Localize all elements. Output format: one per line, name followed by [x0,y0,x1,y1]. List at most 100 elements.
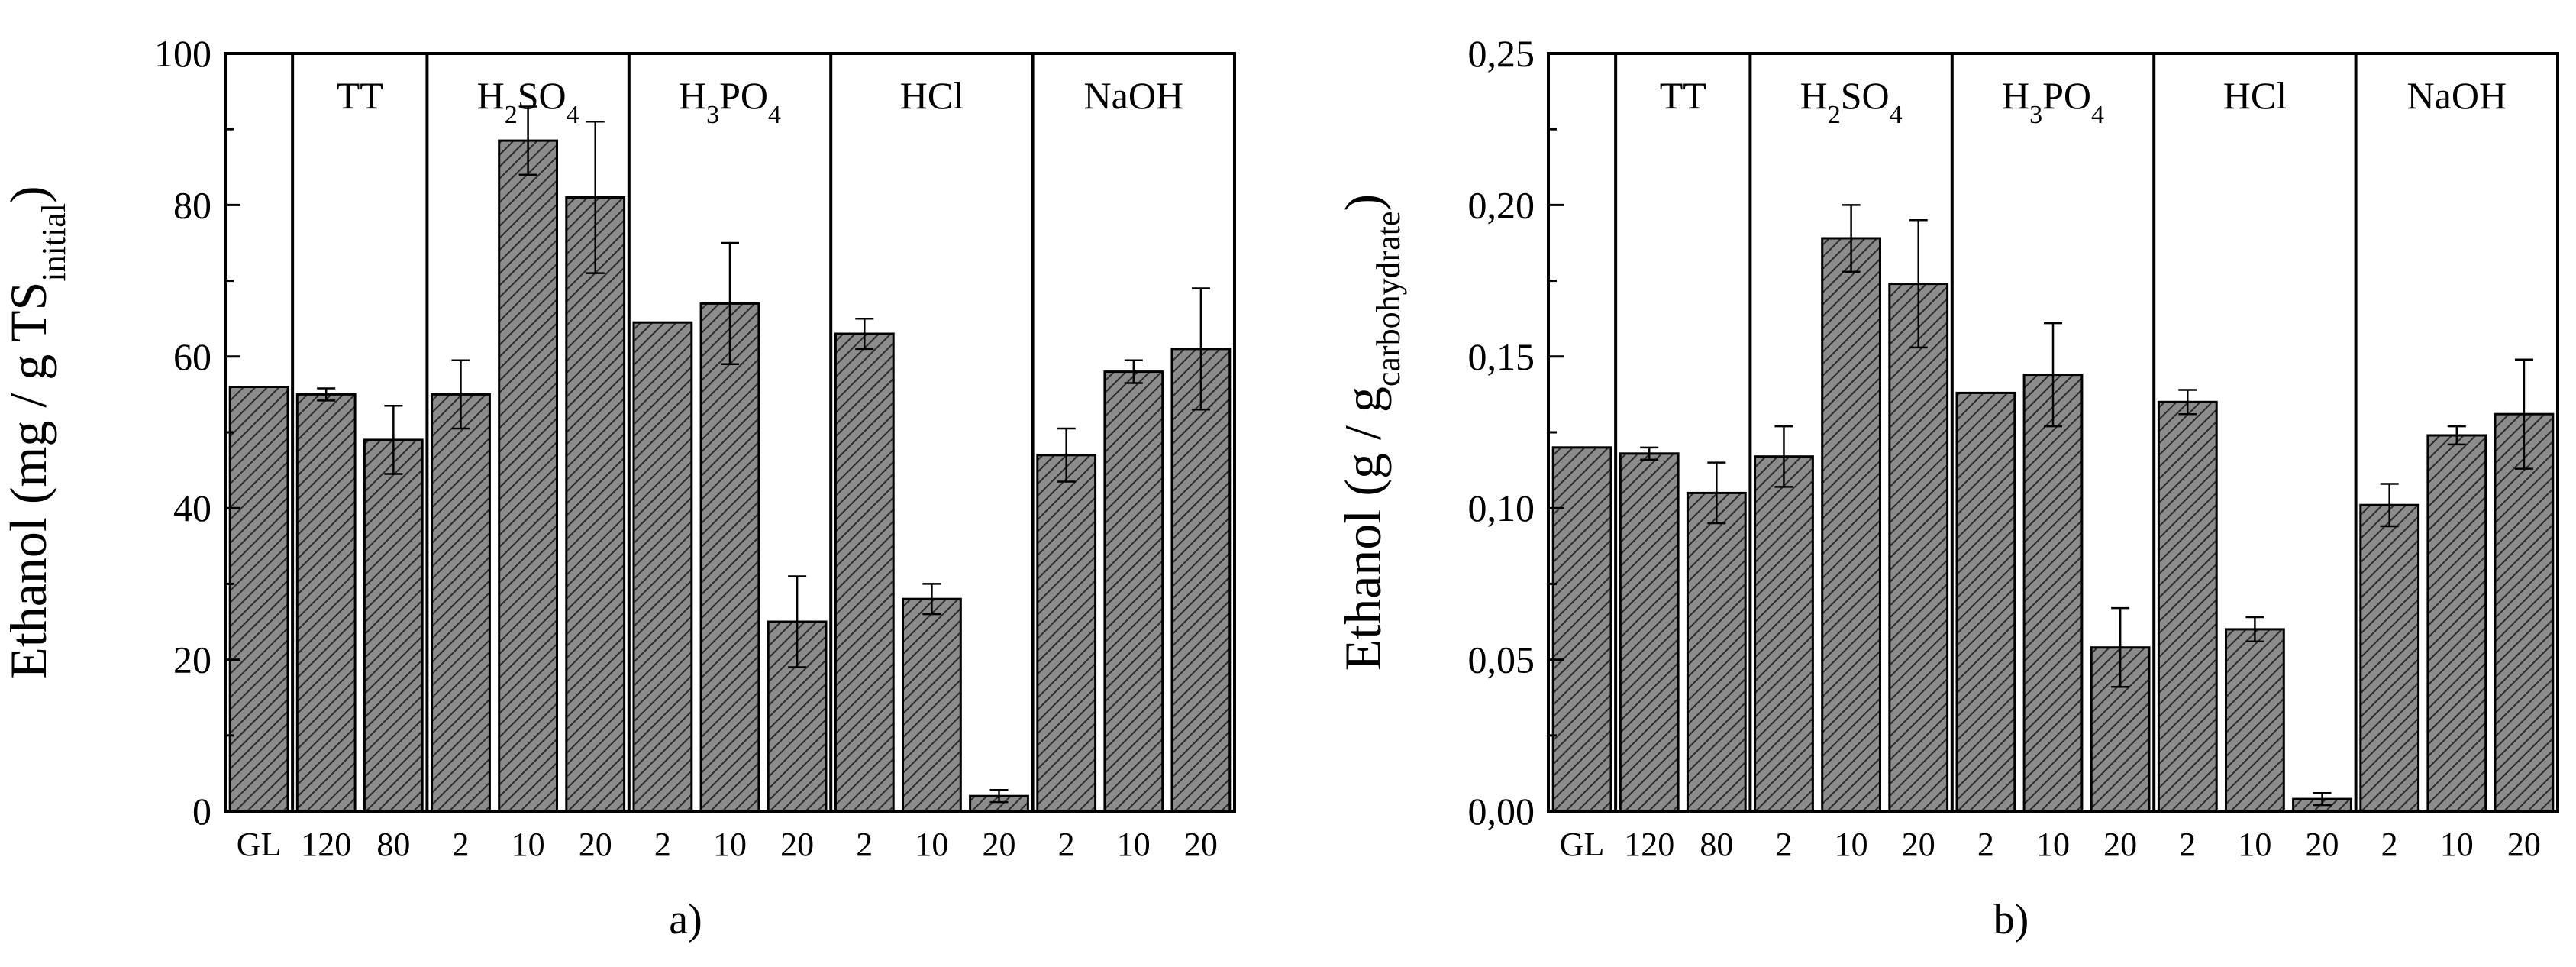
error-bar-2 [1640,446,1659,461]
error-bar-9 [788,575,807,668]
x-tick-label: 10 [915,826,948,863]
chart-a: TT H2SO4 H3PO4 HCl NaOH 0 20 40 60 80 100 GL 120 80 2 1… [0,32,1236,943]
error-bar-10 [2178,389,2197,416]
bar-1 [1551,446,1612,813]
group-label-h3po4: H3PO4 [2002,74,2104,129]
panel-label: b) [1993,896,2029,943]
x-tick-label: 10 [1117,826,1151,863]
error-bar-12 [989,788,1009,804]
error-bar-6 [586,121,605,274]
group-label-hcl: HCl [2223,74,2287,117]
bar-1 [228,386,289,813]
x-tick-label: 2 [452,826,469,863]
error-bar-13 [2380,483,2399,528]
group-label-naoh: NaOH [2407,74,2507,117]
x-tick-label: 20 [1902,826,1935,863]
bar-6 [565,196,626,813]
y-tick-label: 0,20 [1468,183,1535,226]
error-bar-12 [2313,791,2332,807]
x-tick-label: 20 [579,826,612,863]
x-tick-label: GL [1560,826,1605,863]
x-tick-label: GL [237,826,282,863]
x-tick-label: 10 [713,826,747,863]
x-tick-label: 80 [1700,826,1733,863]
bar-11 [2225,628,2285,813]
group-label-tt: TT [337,74,383,117]
x-tick-label: 10 [512,826,545,863]
error-bar-11 [2245,616,2264,643]
group-label-tt: TT [1660,74,1706,117]
group-label-naoh: NaOH [1084,74,1184,117]
x-tick-label: 2 [1775,826,1792,863]
error-bar-14 [1124,359,1143,384]
error-bar-8 [721,241,739,365]
x-tick-label: 20 [2507,826,2541,863]
error-bar-5 [1842,204,1861,273]
error-bar-15 [2514,358,2533,470]
bar-13 [2359,503,2420,813]
error-bar-10 [855,317,874,351]
x-tick-label: 20 [1184,826,1218,863]
error-bar-4 [451,359,470,430]
chart-b: TT H2SO4 H3PO4 HCl NaOH 0,00 0,05 0,10 0,15 0,20 0… [1334,32,2559,943]
y-tick-label: 0 [192,790,211,833]
group-label-h3po4: H3PO4 [679,74,781,129]
error-bar-2 [317,387,336,402]
bar-11 [902,597,962,813]
y-axis-title: Ethanol (g / gcarbohydrate) [1334,194,1407,671]
panel-label: a) [669,896,702,943]
error-bar-5 [518,105,537,176]
x-tick-label: 20 [2306,826,2339,863]
y-tick-label: 0,10 [1468,487,1535,529]
group-label-h2so4: H2SO4 [1800,74,1903,129]
bar-5 [498,139,559,813]
x-tick-label: 2 [2179,826,2196,863]
bar-10 [834,332,895,813]
bar-3 [1686,491,1747,813]
x-tick-label: 120 [301,826,351,863]
bar-5 [1821,237,1881,813]
bar-10 [2157,400,2218,813]
bar-15 [2494,412,2555,813]
error-bar-15 [1191,287,1210,411]
y-axis-title: Ethanol (mg / g TSinitial) [0,186,73,678]
error-bar-3 [384,405,403,475]
y-tick-label: 0,00 [1468,790,1535,833]
y-tick-label: 0,25 [1468,32,1535,75]
bar-4 [1754,455,1814,813]
x-tick-label: 2 [2381,826,2398,863]
error-bar-9 [2111,606,2130,688]
x-tick-label: 20 [780,826,814,863]
error-bar-6 [1909,218,1928,349]
y-tick-label: 60 [173,335,211,378]
error-bar-11 [922,583,941,616]
bar-7 [632,321,693,813]
bar-15 [1170,348,1232,813]
x-tick-label: 10 [2238,826,2271,863]
x-tick-label: 2 [1977,826,1994,863]
bar-6 [1888,283,1949,813]
x-tick-label: 10 [2440,826,2474,863]
x-tick-label: 2 [654,826,671,863]
bar-2 [1619,452,1680,813]
error-bar-13 [1057,427,1076,483]
x-tick-label: 120 [1624,826,1674,863]
y-tick-label: 0,05 [1468,639,1535,681]
bar-13 [1036,454,1097,813]
bar-2 [295,393,357,813]
x-tick-label: 10 [2036,826,2070,863]
x-tick-label: 20 [983,826,1016,863]
y-tick-label: 40 [173,487,211,529]
error-bar-3 [1707,461,1726,525]
bar-14 [1103,370,1164,813]
bar-14 [2426,434,2487,813]
x-tick-label: 80 [376,826,410,863]
x-tick-label: 2 [856,826,873,863]
x-tick-label: 10 [1835,826,1868,863]
y-tick-label: 100 [154,32,211,75]
bar-4 [431,393,491,813]
group-label-h2so4: H2SO4 [477,74,579,129]
y-tick-label: 0,15 [1468,335,1535,378]
x-tick-label: 20 [2103,826,2137,863]
